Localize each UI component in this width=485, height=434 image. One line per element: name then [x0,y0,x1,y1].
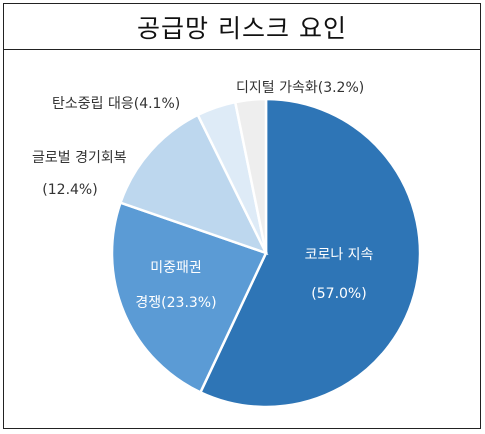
slice-label-uschina-line2: 경쟁(23.3%) [135,295,216,311]
slice-value-corona: (57.0%) [311,286,366,302]
slice-label-digital: 디지털 가속화(3.2%) [236,80,364,96]
slice-label-global-line1: 글로벌 경기회복 [32,150,127,166]
chart-frame: 공급망 리스크 요인 [3,3,481,429]
title-bar: 공급망 리스크 요인 [4,4,480,50]
slice-label-uschina-line1: 미중패권 [150,260,202,276]
slice-corona [198,97,422,409]
slice-label-corona: 코로나 지속 [305,247,374,263]
slice-label-carbon: 탄소중립 대응(4.1%) [52,96,180,112]
slice-global [118,113,269,256]
slice-digital [233,97,268,254]
slice-uschina [110,201,268,395]
chart-title: 공급망 리스크 요인 [137,13,347,43]
slice-label-global-line2: (12.4%) [42,182,97,198]
